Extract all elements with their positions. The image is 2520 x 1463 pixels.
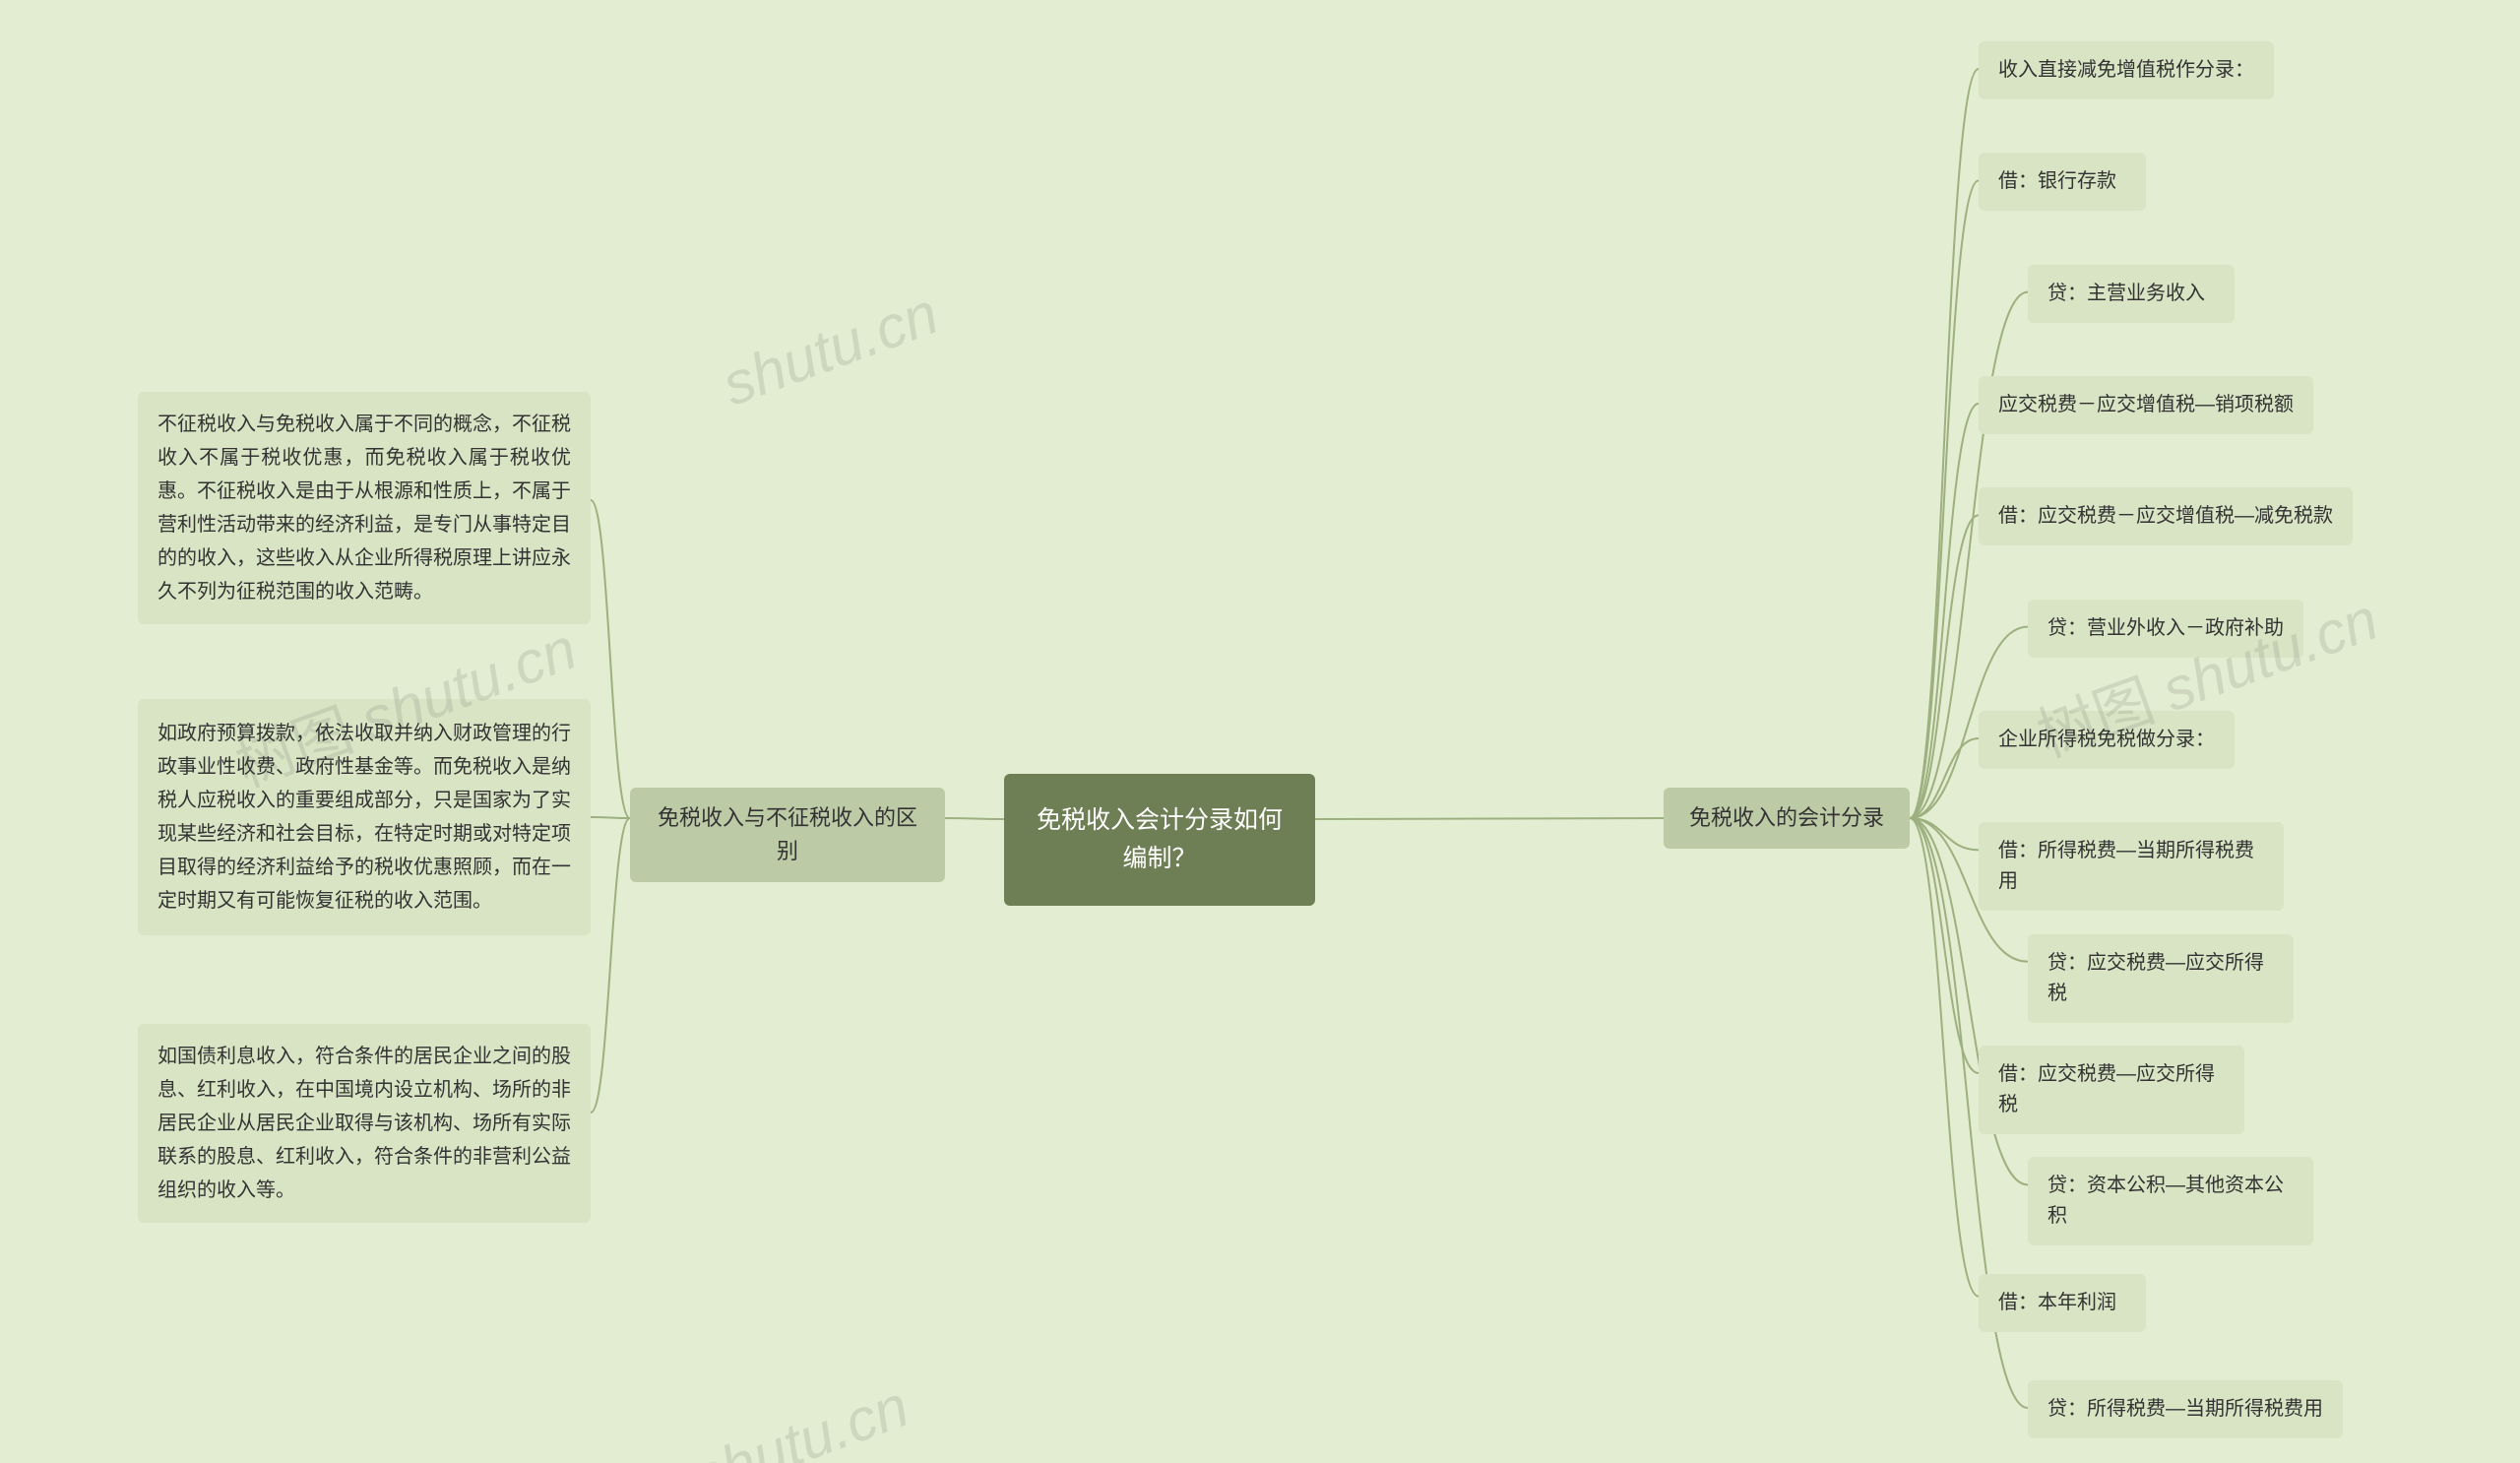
- right-leaf-1: 借：银行存款: [1979, 153, 2146, 211]
- right-leaf-0: 收入直接减免增值税作分录：: [1979, 41, 2274, 99]
- root-node: 免税收入会计分录如何编制？: [1004, 774, 1315, 906]
- left-leaf-1: 如政府预算拨款，依法收取并纳入财政管理的行政事业性收费、政府性基金等。而免税收入…: [138, 699, 591, 935]
- left-leaf-0: 不征税收入与免税收入属于不同的概念，不征税收入不属于税收优惠，而免税收入属于税收…: [138, 392, 591, 624]
- right-leaf-3: 应交税费－应交增值税—销项税额: [1979, 376, 2313, 434]
- right-leaf-4: 借：应交税费－应交增值税—减免税款: [1979, 487, 2353, 545]
- mindmap-canvas: 免税收入会计分录如何编制？ 免税收入与不征税收入的区别 不征税收入与免税收入属于不同…: [0, 0, 2520, 1463]
- right-branch-node: 免税收入的会计分录: [1664, 788, 1910, 849]
- right-leaf-10: 贷：资本公积—其他资本公积: [2028, 1157, 2313, 1245]
- right-leaf-11: 借：本年利润: [1979, 1274, 2146, 1332]
- right-leaf-12: 贷：所得税费—当期所得税费用: [2028, 1380, 2343, 1438]
- left-branch-node: 免税收入与不征税收入的区别: [630, 788, 945, 882]
- left-leaf-2: 如国债利息收入，符合条件的居民企业之间的股息、红利收入，在中国境内设立机构、场所…: [138, 1024, 591, 1223]
- right-leaf-5: 贷：营业外收入－政府补助: [2028, 600, 2303, 658]
- right-leaf-8: 贷：应交税费—应交所得税: [2028, 934, 2294, 1023]
- watermark-3: shutu.cn: [684, 1371, 917, 1463]
- right-leaf-2: 贷：主营业务收入: [2028, 265, 2235, 323]
- right-leaf-6: 企业所得税免税做分录：: [1979, 711, 2235, 769]
- right-leaf-7: 借：所得税费—当期所得税费用: [1979, 822, 2284, 911]
- watermark-1: shutu.cn: [714, 279, 947, 418]
- right-leaf-9: 借：应交税费—应交所得税: [1979, 1046, 2244, 1134]
